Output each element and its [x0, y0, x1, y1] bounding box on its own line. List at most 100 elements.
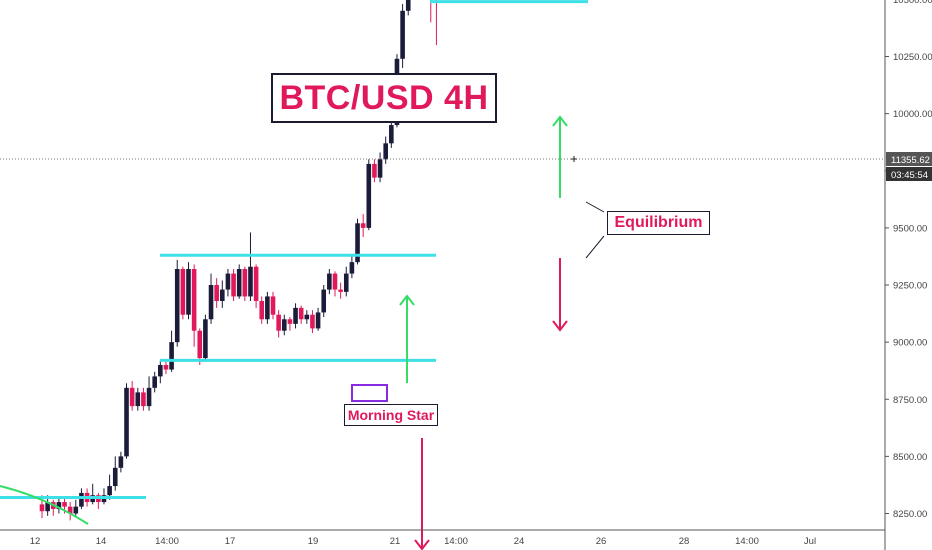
candle [124, 383, 129, 459]
candle [208, 273, 214, 324]
candle [349, 255, 355, 279]
candle [152, 371, 157, 393]
green-up-arrow-2 [552, 115, 568, 198]
price-tick-label: 10500.00 [893, 0, 932, 6]
candle [383, 136, 388, 164]
candle [287, 316, 293, 331]
candle [377, 152, 383, 183]
candle [242, 266, 248, 301]
candle [265, 291, 270, 324]
time-tick-label: 17 [225, 536, 236, 547]
candle [366, 159, 372, 231]
price-tick-label: 10000.00 [893, 109, 932, 120]
candle [73, 499, 79, 516]
equilibrium-label: Equilibrium [607, 211, 710, 235]
time-tick-label: Jul [804, 536, 816, 547]
candle [141, 387, 146, 411]
candle [304, 310, 310, 324]
candle [338, 282, 343, 299]
candle [435, 0, 437, 46]
red-down-arrow-1 [414, 438, 430, 550]
candle [400, 3, 405, 68]
current-price-label: 11355.62 [886, 152, 932, 166]
time-tick-label: 14:00 [735, 536, 759, 547]
candle [389, 120, 394, 148]
red-down-arrow-2 [552, 258, 568, 332]
candle [191, 264, 197, 347]
time-axis-ticks: 12 14 14:00 17 19 21 14:00 24 26 28 14:00 Jul [30, 536, 816, 547]
candle [321, 285, 327, 317]
candle [236, 264, 242, 299]
time-tick-label: 26 [596, 536, 607, 547]
crosshair-marker [571, 156, 577, 162]
candle [169, 330, 174, 372]
candle [293, 303, 298, 329]
candle [197, 328, 203, 365]
candle [174, 259, 180, 347]
candle [56, 497, 62, 514]
candle [310, 310, 315, 333]
candle [220, 280, 225, 308]
candle [281, 314, 287, 336]
candle [67, 502, 73, 521]
candle [50, 499, 56, 516]
candle [118, 451, 124, 473]
candle [327, 269, 332, 295]
candle [276, 310, 281, 338]
time-tick-label: 14:00 [444, 536, 468, 547]
candle [129, 380, 135, 411]
price-tick-label: 9000.00 [893, 338, 927, 349]
candle [158, 360, 163, 384]
candle [146, 376, 152, 411]
price-tick-label: 9500.00 [893, 223, 927, 234]
candle [231, 269, 236, 301]
candles-layer [39, 0, 437, 521]
candle [186, 262, 191, 320]
price-tick-label: 8750.00 [893, 395, 927, 406]
candle [253, 264, 259, 308]
countdown-text: 03:45:54 [891, 170, 928, 181]
candle [332, 271, 338, 297]
candle [405, 0, 411, 16]
time-tick-label: 12 [30, 536, 41, 547]
time-tick-label: 14:00 [155, 536, 179, 547]
candle [180, 266, 186, 320]
candle [430, 0, 432, 23]
morning-star-highlight [351, 384, 388, 402]
support-resistance-levels [0, 0, 588, 500]
price-tick-label: 8500.00 [893, 452, 927, 463]
candle [298, 305, 304, 324]
candle [270, 291, 276, 320]
candle [214, 278, 219, 308]
time-tick-label: 14 [96, 536, 107, 547]
price-axis-ticks: 8250.00 8500.00 8750.00 9000.00 9250.00 9500.… [885, 0, 932, 520]
candle [372, 159, 377, 183]
equilibrium-connector [585, 201, 605, 213]
candle [90, 483, 96, 505]
candle [225, 269, 231, 297]
candle [315, 307, 321, 331]
candle [259, 296, 265, 324]
candle [96, 492, 101, 509]
candle [343, 266, 349, 297]
morning-star-label: Morning Star [344, 404, 438, 426]
chart-title: BTC/USD 4H [271, 73, 497, 123]
green-up-arrow-1 [399, 294, 415, 383]
candle [135, 387, 141, 411]
candle [248, 232, 253, 301]
price-tick-label: 8250.00 [893, 509, 927, 520]
time-tick-label: 19 [308, 536, 319, 547]
time-tick-label: 28 [679, 536, 690, 547]
current-price-text: 11355.62 [891, 155, 930, 166]
chart-overlays [0, 115, 885, 550]
time-tick-label: 21 [390, 536, 401, 547]
price-tick-label: 10250.00 [893, 52, 932, 63]
candle [163, 360, 169, 375]
equilibrium-connector [585, 235, 605, 259]
candle [360, 214, 366, 238]
candle [107, 474, 112, 500]
moving-average-curve [0, 485, 89, 525]
candle [355, 218, 360, 265]
price-tick-label: 9250.00 [893, 281, 927, 292]
